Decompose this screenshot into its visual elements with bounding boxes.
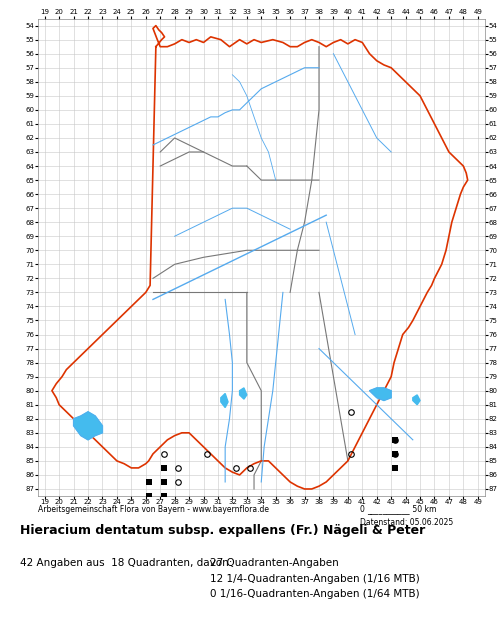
Text: 42 Angaben aus  18 Quadranten, davon:: 42 Angaben aus 18 Quadranten, davon: <box>20 558 233 568</box>
Polygon shape <box>240 388 247 399</box>
Text: Hieracium dentatum subsp. expallens (Fr.) Nägeli & Peter: Hieracium dentatum subsp. expallens (Fr.… <box>20 524 425 537</box>
Text: 12 1/4-Quadranten-Angaben (1/16 MTB): 12 1/4-Quadranten-Angaben (1/16 MTB) <box>210 574 420 583</box>
Text: Arbeitsgemeinschaft Flora von Bayern - www.bayernflora.de: Arbeitsgemeinschaft Flora von Bayern - w… <box>38 505 268 515</box>
Polygon shape <box>370 388 391 401</box>
Text: 27 Quadranten-Angaben: 27 Quadranten-Angaben <box>210 558 339 568</box>
Text: Datenstand: 05.06.2025: Datenstand: 05.06.2025 <box>360 518 453 527</box>
Polygon shape <box>413 395 420 405</box>
Polygon shape <box>221 394 228 407</box>
Polygon shape <box>74 412 102 440</box>
Text: 0                    50 km: 0 50 km <box>360 505 436 515</box>
Text: 0 1/16-Quadranten-Angaben (1/64 MTB): 0 1/16-Quadranten-Angaben (1/64 MTB) <box>210 589 420 599</box>
Text: ___________: ___________ <box>368 507 410 516</box>
